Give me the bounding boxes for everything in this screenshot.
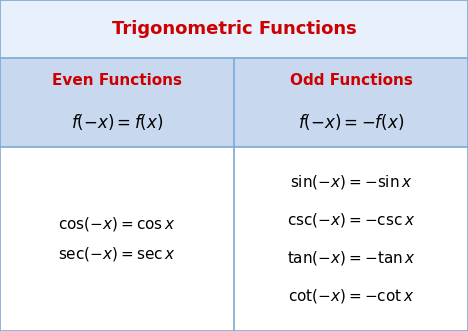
Text: $\mathrm{sec}(-x) = \mathrm{sec}\, x$: $\mathrm{sec}(-x) = \mathrm{sec}\, x$ bbox=[58, 245, 176, 263]
Text: Trigonometric Functions: Trigonometric Functions bbox=[112, 20, 356, 38]
Text: Even Functions: Even Functions bbox=[52, 72, 182, 88]
Text: $\mathrm{sin}(-x) = {-}\mathrm{sin}\, x$: $\mathrm{sin}(-x) = {-}\mathrm{sin}\, x$ bbox=[290, 173, 412, 191]
Bar bbox=[0, 58, 468, 147]
Text: Odd Functions: Odd Functions bbox=[290, 72, 412, 88]
Bar bbox=[0, 0, 468, 58]
Text: $\mathrm{cot}(-x) = {-}\mathrm{cot}\, x$: $\mathrm{cot}(-x) = {-}\mathrm{cot}\, x$ bbox=[288, 287, 414, 305]
Text: $\mathrm{tan}(-x) = {-}\mathrm{tan}\, x$: $\mathrm{tan}(-x) = {-}\mathrm{tan}\, x$ bbox=[286, 249, 416, 267]
Text: $f(-x) = f(x)$: $f(-x) = f(x)$ bbox=[71, 112, 163, 132]
Text: $f(-x) = {-}f(x)$: $f(-x) = {-}f(x)$ bbox=[298, 112, 404, 132]
Text: $\mathrm{csc}(-x) = {-}\mathrm{csc}\, x$: $\mathrm{csc}(-x) = {-}\mathrm{csc}\, x$ bbox=[287, 211, 415, 229]
Bar bbox=[0, 147, 468, 331]
Text: $\mathrm{cos}(-x) = \mathrm{cos}\, x$: $\mathrm{cos}(-x) = \mathrm{cos}\, x$ bbox=[58, 215, 176, 233]
